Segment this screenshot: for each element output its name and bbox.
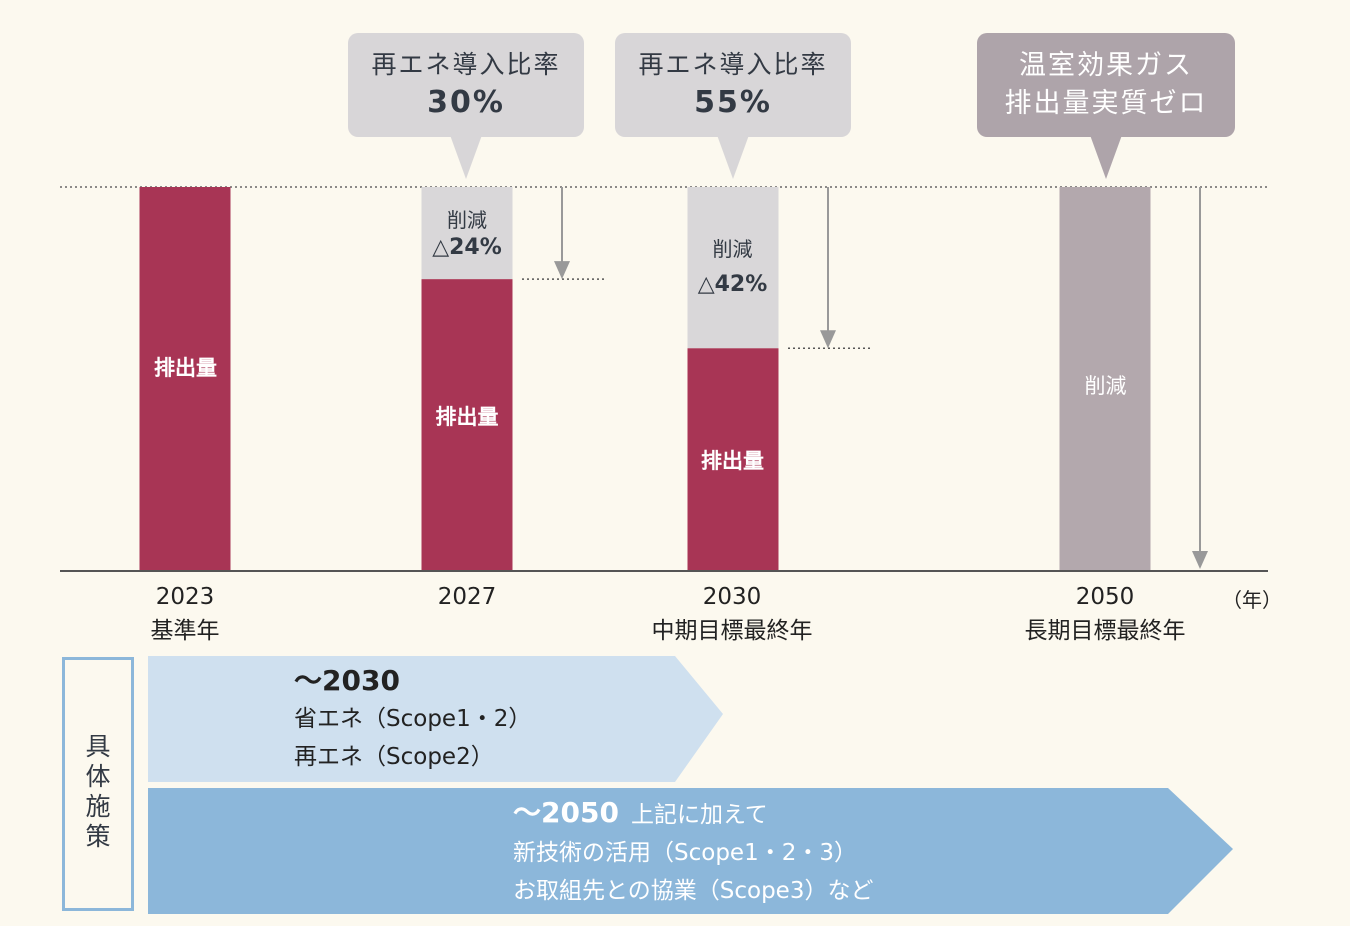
band-2050-line-2: お取組先との協業（Scope3）など bbox=[513, 878, 874, 904]
band-2050-period-sub: 上記に加えて bbox=[630, 802, 768, 828]
callout-2050-line1: 温室効果ガス bbox=[1019, 50, 1193, 81]
callout-2050-pointer bbox=[1090, 135, 1122, 179]
reduction-arrow-2050-head bbox=[1192, 551, 1208, 569]
bar-2027-emission bbox=[421, 279, 513, 571]
band-2030-line-1: 省エネ（Scope1・2） bbox=[294, 706, 532, 732]
callout-2027-value: 30% bbox=[427, 85, 505, 120]
bar-2027-reduction bbox=[421, 187, 513, 280]
bar-2027-reduction-pct: △24% bbox=[432, 235, 502, 260]
year-2050-label: 2050 bbox=[1075, 584, 1135, 610]
bar-2030-reduction-label: 削減 △42% bbox=[687, 233, 778, 297]
measures-side-box: 具体施策 bbox=[62, 657, 134, 911]
callout-2050-line2: 排出量実質ゼロ bbox=[1004, 88, 1208, 119]
callout-2027: 再エネ導入比率 30% bbox=[348, 33, 584, 179]
bar-2027-emission-label: 排出量 bbox=[435, 405, 499, 429]
bar-2050-reduction bbox=[1059, 187, 1151, 571]
callout-2050: 温室効果ガス 排出量実質ゼロ bbox=[977, 33, 1235, 179]
band-2050-period: ～2050 bbox=[513, 796, 619, 829]
reduction-arrow-2030-head bbox=[820, 330, 836, 349]
year-2023-label: 2023 bbox=[155, 584, 215, 610]
measures-side-char: 策 bbox=[85, 822, 111, 851]
year-2023: 2023 基準年 bbox=[110, 580, 260, 648]
band-2050-text: ～2050 上記に加えて 新技術の活用（Scope1・2・3） お取組先との協業（… bbox=[513, 794, 873, 910]
callout-2027-title: 再エネ導入比率 bbox=[371, 50, 561, 79]
callout-2027-pointer bbox=[450, 135, 482, 179]
bar-2050-reduction-label: 削減 bbox=[1084, 374, 1127, 398]
bar-2030-reduction-pct: △42% bbox=[697, 272, 768, 297]
bar-2023-emission bbox=[139, 187, 231, 571]
reduction-arrow-2027-head bbox=[554, 261, 570, 280]
band-2050-heading: ～2050 上記に加えて bbox=[513, 794, 873, 834]
band-2030-arrow bbox=[148, 656, 723, 782]
measures-side-char: 具 bbox=[85, 732, 111, 761]
measures-side-label: 具体施策 bbox=[65, 732, 131, 852]
callout-2030-value: 55% bbox=[694, 85, 772, 120]
year-2030: 2030 中期目標最終年 bbox=[632, 580, 832, 648]
year-2027: 2027 bbox=[392, 580, 542, 614]
band-2030-text: ～2030 省エネ（Scope1・2） 再エネ（Scope2） bbox=[294, 662, 531, 776]
x-axis-unit: （年） bbox=[1222, 588, 1282, 612]
year-2030-note: 中期目標最終年 bbox=[651, 618, 813, 644]
bar-2023-emission-label: 排出量 bbox=[154, 356, 217, 380]
callout-2030-title: 再エネ導入比率 bbox=[638, 50, 828, 79]
band-2030-line-2: 再エネ（Scope2） bbox=[294, 744, 494, 770]
bar-2030-emission-label: 排出量 bbox=[701, 449, 764, 473]
band-2030-period: ～2030 bbox=[294, 664, 400, 697]
year-2050-note: 長期目標最終年 bbox=[1024, 618, 1186, 644]
bar-2030-reduction-word: 削減 bbox=[712, 237, 753, 261]
band-2050-line-1: 新技術の活用（Scope1・2・3） bbox=[513, 840, 857, 866]
year-2050: 2050 長期目標最終年 bbox=[1005, 580, 1205, 648]
bar-2027-reduction-label: 削減 △24% bbox=[421, 204, 513, 260]
year-2027-label: 2027 bbox=[437, 584, 497, 610]
callout-2030: 再エネ導入比率 55% bbox=[615, 33, 851, 179]
year-2030-label: 2030 bbox=[702, 584, 762, 610]
measures-side-char: 施 bbox=[85, 792, 111, 821]
band-2050-arrow bbox=[148, 788, 1233, 914]
bar-2030-emission bbox=[687, 348, 779, 571]
measures-arrows bbox=[148, 656, 1233, 914]
bar-2027-reduction-word: 削減 bbox=[447, 208, 487, 232]
callout-2030-pointer bbox=[717, 135, 749, 179]
measures-side-char: 体 bbox=[85, 762, 111, 791]
year-2023-note: 基準年 bbox=[150, 618, 220, 644]
bar-2030-reduction bbox=[687, 187, 779, 349]
